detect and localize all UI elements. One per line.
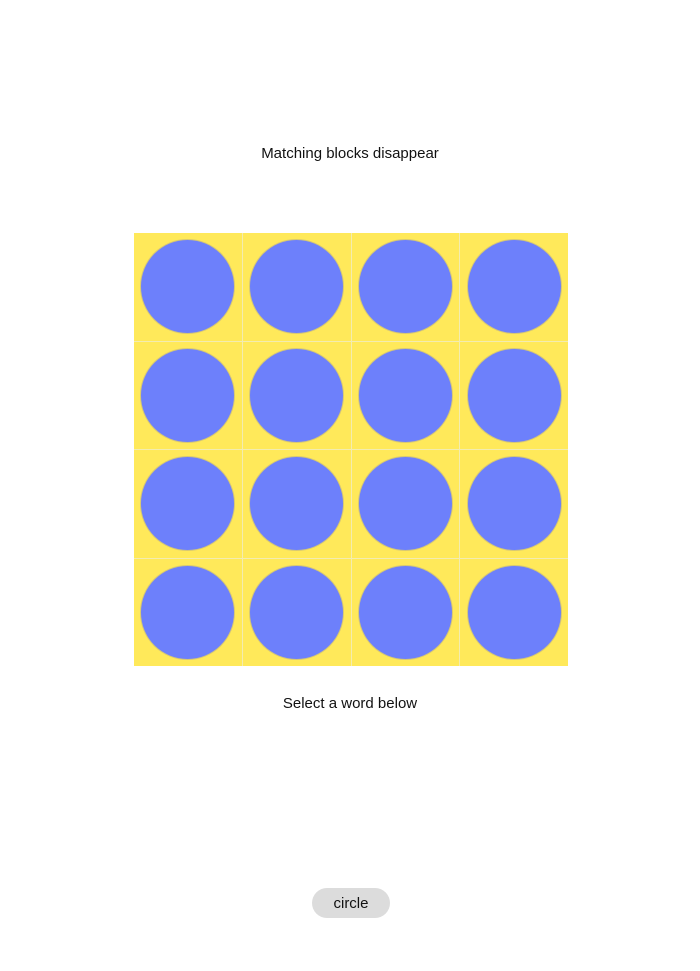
grid-block[interactable] xyxy=(242,341,351,449)
circle-icon xyxy=(141,240,235,334)
instruction-text: Matching blocks disappear xyxy=(261,145,439,162)
circle-icon xyxy=(250,457,344,551)
grid-block[interactable] xyxy=(460,341,568,449)
circle-icon xyxy=(467,240,561,334)
grid-block[interactable] xyxy=(242,450,351,558)
circle-icon xyxy=(141,457,235,551)
grid-block[interactable] xyxy=(460,450,568,558)
circle-icon xyxy=(467,348,561,442)
circle-icon xyxy=(358,565,452,659)
grid-block[interactable] xyxy=(351,558,460,666)
circle-icon xyxy=(467,457,561,551)
grid-block[interactable] xyxy=(134,341,242,449)
circle-icon xyxy=(250,240,344,334)
grid-block[interactable] xyxy=(134,450,242,558)
select-prompt: Select a word below xyxy=(282,695,418,712)
grid-block[interactable] xyxy=(134,233,242,341)
grid-block[interactable] xyxy=(242,233,351,341)
circle-icon xyxy=(358,240,452,334)
grid-block[interactable] xyxy=(351,450,460,558)
block-grid xyxy=(134,233,568,666)
word-option-button[interactable]: circle xyxy=(312,888,390,918)
grid-block[interactable] xyxy=(242,558,351,666)
circle-icon xyxy=(250,565,344,659)
grid-block[interactable] xyxy=(351,233,460,341)
circle-icon xyxy=(141,565,235,659)
circle-icon xyxy=(250,348,344,442)
circle-icon xyxy=(358,457,452,551)
grid-block[interactable] xyxy=(460,233,568,341)
grid-block[interactable] xyxy=(134,558,242,666)
grid-block[interactable] xyxy=(460,558,568,666)
grid-block[interactable] xyxy=(351,341,460,449)
circle-icon xyxy=(141,348,235,442)
circle-icon xyxy=(358,348,452,442)
circle-icon xyxy=(467,565,561,659)
